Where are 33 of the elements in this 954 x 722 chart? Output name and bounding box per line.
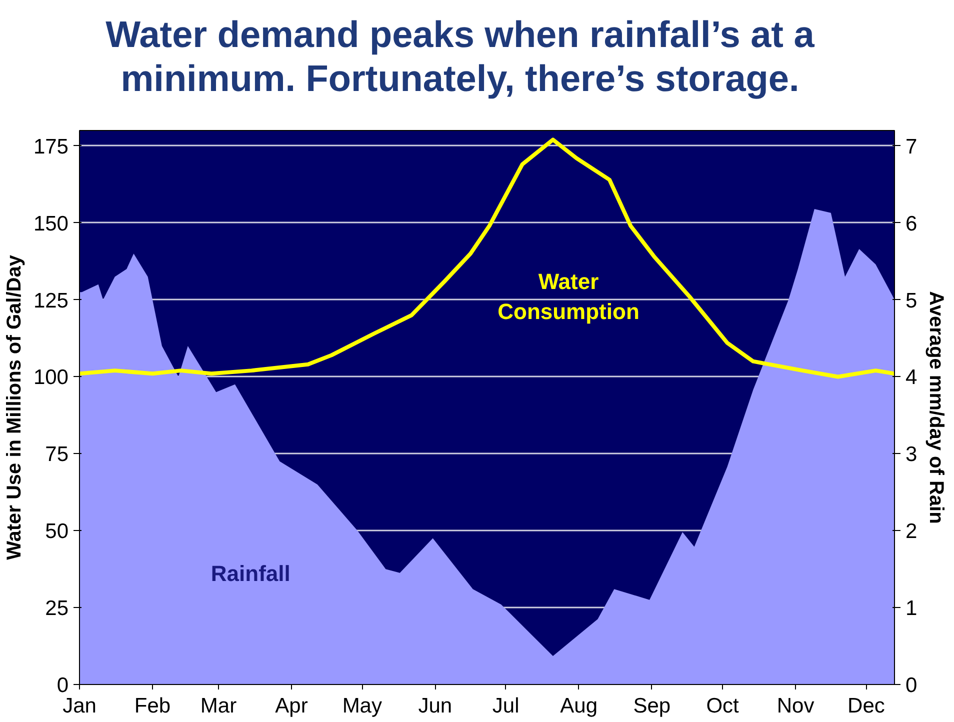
chart-title: Water demand peaks when rainfall’s at a minimum. Fortunately, there’s storage. [104, 13, 816, 102]
y2-tick-label: 5 [906, 289, 918, 312]
y-tick-label: 75 [45, 443, 68, 466]
x-tick-label: Oct [706, 694, 740, 718]
y-tick-label: 0 [56, 674, 69, 697]
y-axis-title: Water Use in Millions of Gal/Day [3, 254, 26, 560]
y2-tick-label: 6 [906, 212, 918, 236]
y2-tick-label: 7 [906, 135, 918, 158]
y-tick-label: 175 [33, 135, 69, 158]
x-tick-label: Aug [560, 694, 598, 718]
x-tick-label: Nov [776, 694, 815, 718]
y-tick-label: 100 [33, 366, 69, 390]
y-tick-label: 125 [33, 289, 69, 312]
x-tick-label: Feb [134, 694, 171, 718]
x-tick-label: Apr [275, 694, 308, 718]
y2-tick-label: 3 [906, 443, 918, 466]
annotation: Water Consumption [498, 269, 640, 324]
y2-tick-label: 4 [906, 366, 918, 390]
x-tick-label: May [342, 694, 382, 718]
y2-tick-label: 1 [906, 597, 918, 620]
y-tick-label: 150 [33, 212, 69, 236]
x-tick-label: Sep [633, 694, 671, 718]
y2-axis-title: Average mm/day of Rain [925, 291, 948, 524]
y2-tick-label: 0 [906, 674, 918, 697]
y2-tick-label: 2 [906, 520, 918, 544]
x-tick-label: Jul [492, 694, 520, 718]
x-tick-label: Dec [848, 694, 885, 718]
y-tick-label: 50 [45, 520, 68, 544]
annotation: Rainfall [210, 561, 290, 586]
x-tick-label: Jun [418, 694, 452, 718]
x-tick-label: Jan [62, 694, 96, 718]
y-tick-label: 25 [45, 597, 68, 620]
x-tick-label: Mar [200, 694, 237, 718]
